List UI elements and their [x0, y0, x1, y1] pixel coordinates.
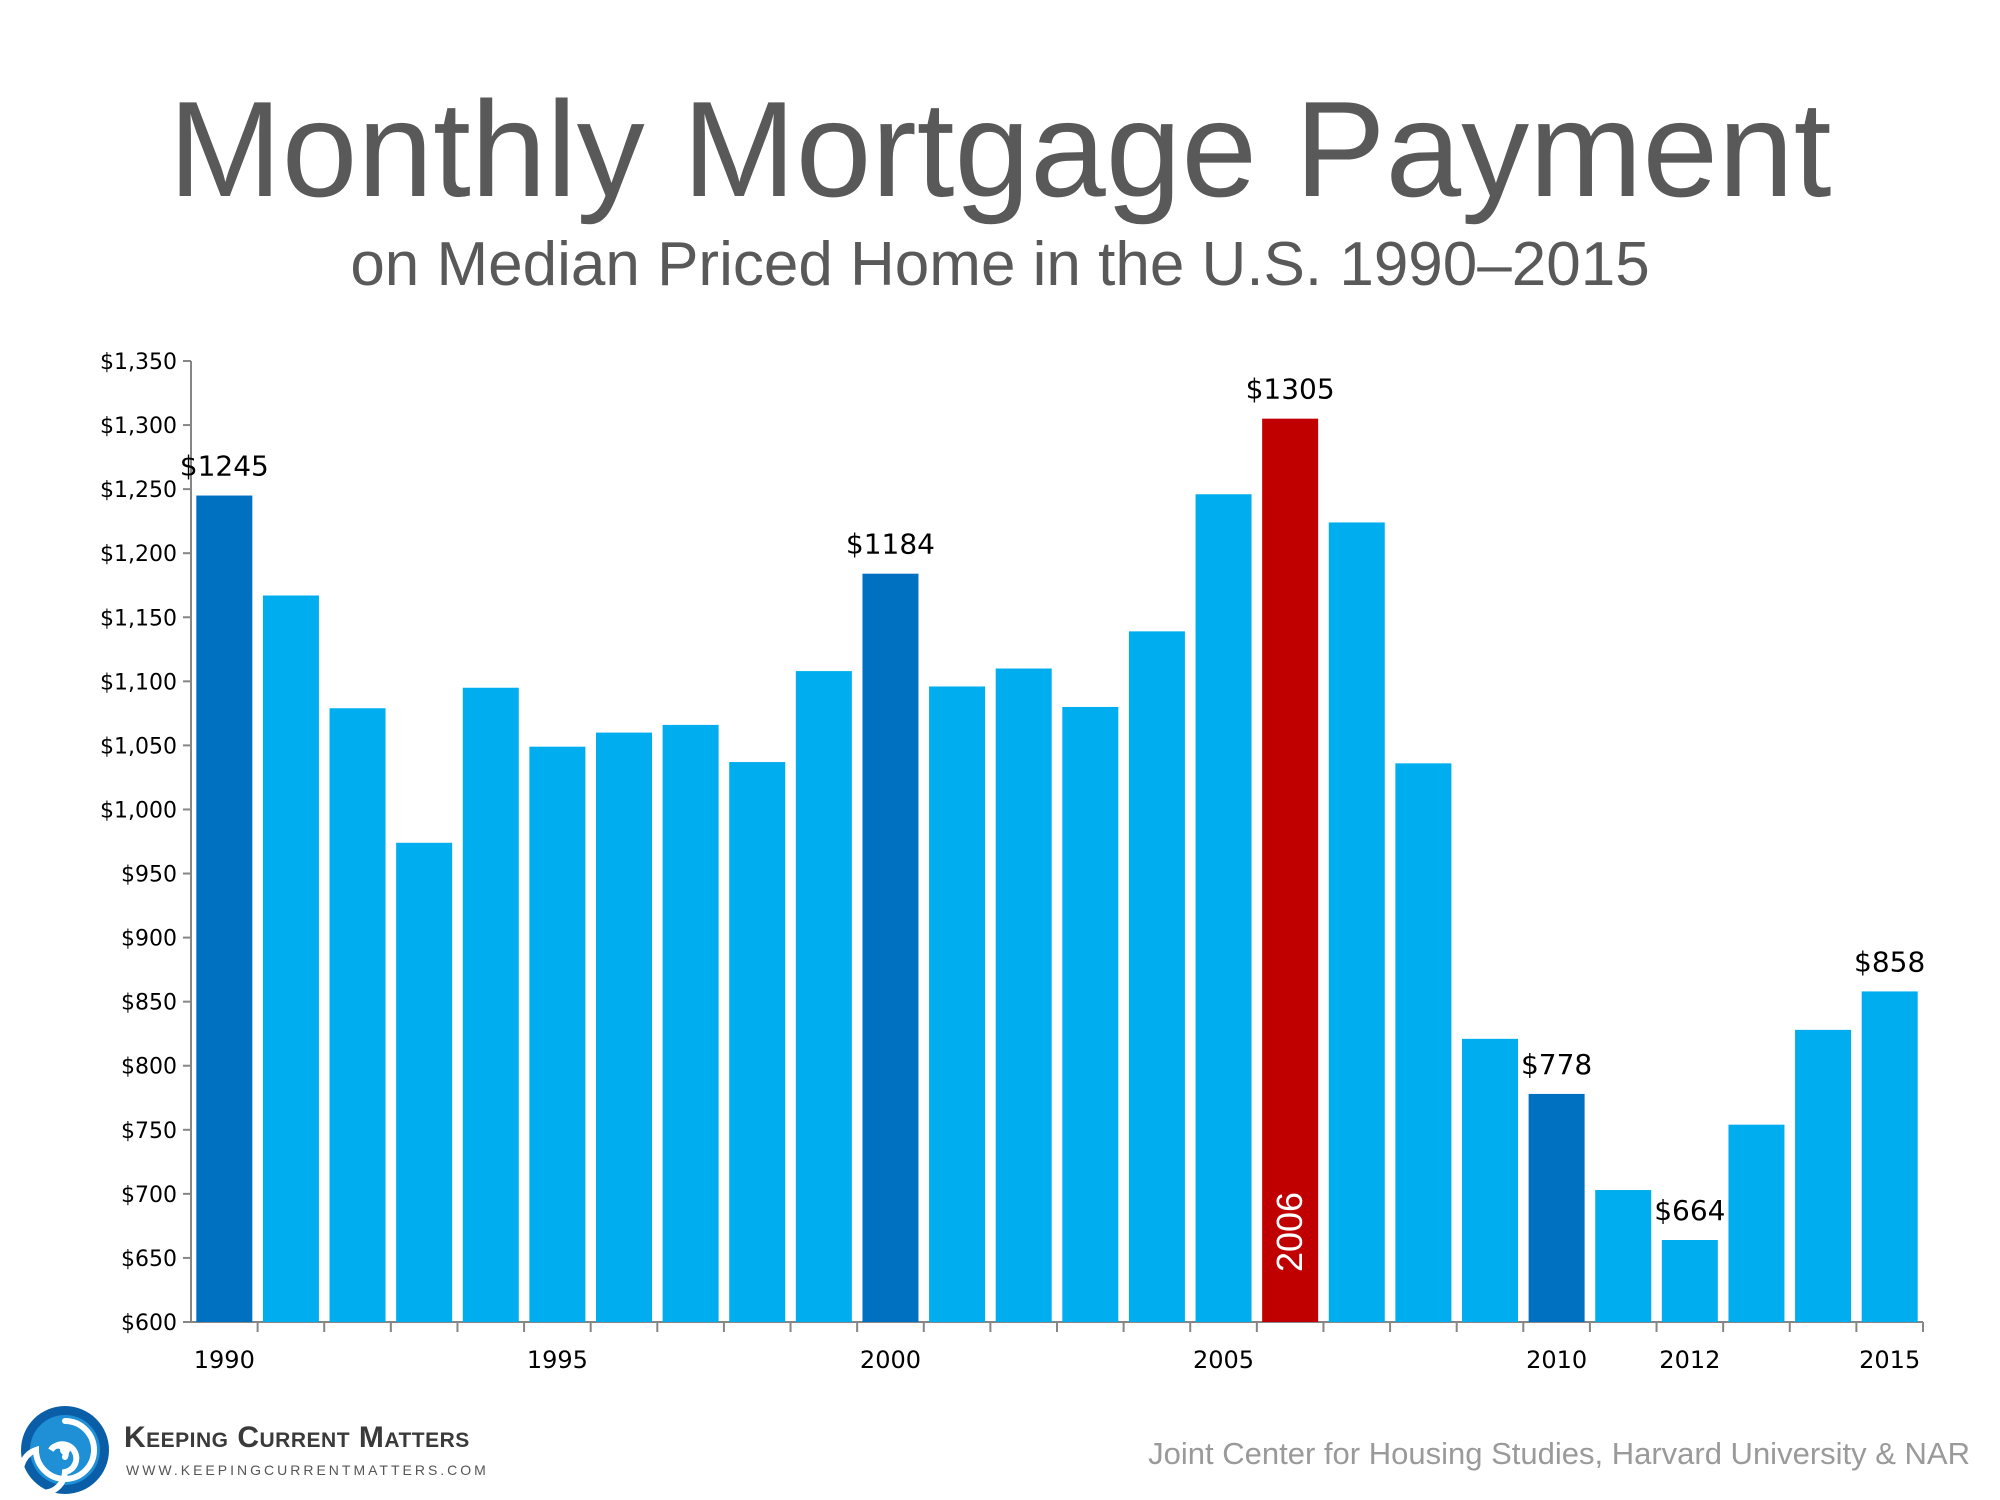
bar-2015: [1861, 991, 1918, 1322]
bar-2010: [1528, 1093, 1585, 1322]
bar-1994: [462, 687, 519, 1322]
bar-1991: [262, 595, 319, 1322]
bar-2009: [1462, 1038, 1518, 1322]
x-tick-label: 2012: [1659, 1346, 1720, 1374]
bar-2012: [1661, 1239, 1718, 1322]
y-tick-label: $1,100: [100, 670, 177, 695]
y-tick-label: $1,000: [100, 798, 177, 823]
data-label: $1184: [846, 528, 935, 561]
bar-2014: [1795, 1029, 1852, 1322]
bar-1995: [529, 746, 586, 1322]
x-tick-label: 2005: [1193, 1346, 1254, 1374]
y-tick-label: $1,300: [100, 414, 177, 439]
y-tick-label: $1,200: [100, 542, 177, 567]
source-note: Joint Center for Housing Studies, Harvar…: [1148, 1436, 1970, 1471]
data-label: $858: [1854, 945, 1925, 978]
x-tick-label: 2010: [1526, 1346, 1587, 1374]
bar-2002: [995, 668, 1052, 1322]
y-tick-label: $700: [121, 1183, 177, 1208]
y-tick-label: $800: [121, 1055, 177, 1080]
bar-2008: [1395, 763, 1452, 1322]
y-tick-label: $1,150: [100, 606, 177, 631]
data-label: $1245: [180, 450, 269, 483]
bar-1996: [596, 732, 652, 1322]
brand-logo: Keeping Current Matters WWW.KEEPINGCURRE…: [20, 1405, 486, 1497]
bar-inside-label: 2006: [1269, 1192, 1310, 1272]
brand-url: WWW.KEEPINGCURRENTMATTERS.COM: [126, 1462, 489, 1478]
y-tick-label: $650: [121, 1247, 177, 1272]
bar-2011: [1595, 1190, 1652, 1322]
y-tick-label: $1,350: [100, 350, 177, 375]
x-tick-label: 2015: [1859, 1346, 1920, 1374]
y-tick-label: $950: [121, 863, 177, 888]
x-tick-label: 2000: [860, 1346, 921, 1374]
data-label: $778: [1521, 1048, 1592, 1081]
bar-1990: [196, 495, 253, 1322]
bar-1997: [662, 724, 719, 1322]
chart-title: Monthly Mortgage Payment: [168, 73, 1832, 225]
x-tick-label: 1995: [527, 1346, 588, 1374]
bar-2001: [929, 686, 986, 1322]
bar-1998: [729, 762, 786, 1322]
data-label: $664: [1654, 1194, 1725, 1227]
bar-2005: [1195, 494, 1252, 1322]
bar-2004: [1128, 631, 1185, 1322]
bar-1992: [329, 708, 386, 1322]
swirl-logo-icon: [20, 1406, 109, 1495]
brand-name: Keeping Current Matters: [124, 1421, 470, 1454]
y-tick-label: $750: [121, 1119, 177, 1144]
bar-2007: [1328, 522, 1385, 1322]
data-label: $1305: [1246, 373, 1335, 406]
x-tick-label: 1990: [194, 1346, 255, 1374]
bar-2000: [862, 573, 919, 1322]
bar-2003: [1062, 706, 1119, 1322]
bar-2013: [1728, 1124, 1785, 1322]
y-tick-label: $600: [121, 1311, 177, 1336]
y-tick-label: $1,050: [100, 734, 177, 759]
bar-2006: [1262, 418, 1319, 1322]
y-tick-label: $900: [121, 927, 177, 952]
chart-subtitle: on Median Priced Home in the U.S. 1990–2…: [350, 230, 1650, 299]
bar-1999: [795, 671, 852, 1322]
y-tick-label: $850: [121, 991, 177, 1016]
bar-1993: [396, 842, 453, 1322]
y-tick-label: $1,250: [100, 478, 177, 503]
